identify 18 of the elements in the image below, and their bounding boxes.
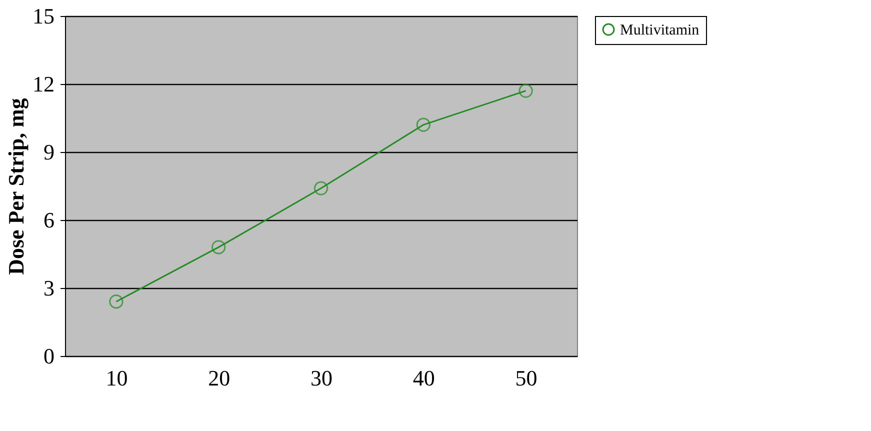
x-tick-label: 10 [106, 366, 128, 390]
point [109, 294, 124, 309]
x-tick-label: 40 [412, 366, 435, 390]
y-tick-label: 15 [32, 4, 54, 28]
point [314, 181, 328, 196]
y-tick-label: 3 [44, 276, 54, 300]
y-tick-label: 12 [32, 72, 54, 96]
x-tick-label: 50 [515, 366, 538, 390]
x-tick-label: 20 [208, 366, 230, 390]
y-tick-label: 0 [44, 344, 54, 368]
y-axis-title: Dose Per Strip, mg [4, 98, 28, 275]
point [416, 118, 430, 132]
legend-label: Multivitamin [620, 22, 700, 38]
x-tick-label: 30 [310, 366, 332, 390]
y-tick-label: 9 [44, 140, 54, 164]
y-tick-label: 6 [44, 208, 54, 232]
point [518, 84, 533, 98]
point [212, 240, 226, 254]
